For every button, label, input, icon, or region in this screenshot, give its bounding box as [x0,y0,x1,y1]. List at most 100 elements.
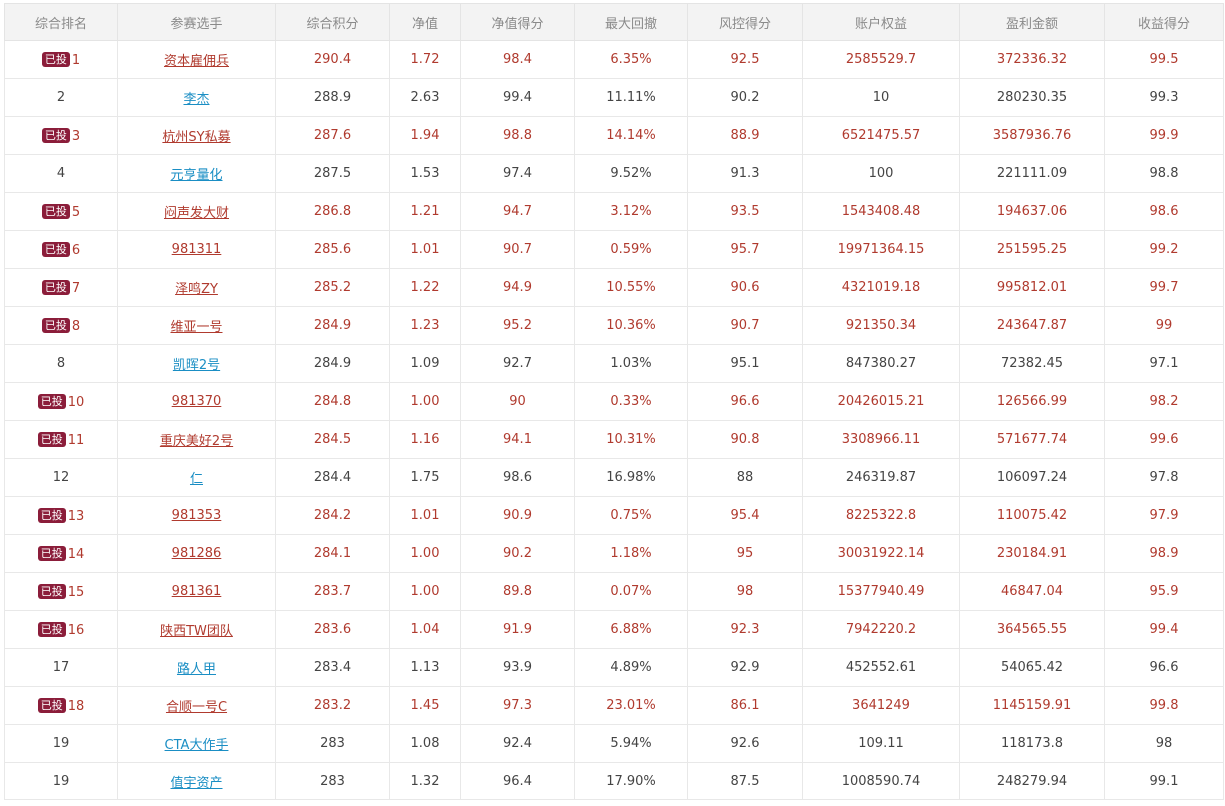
nav-score-cell: 91.9 [460,610,575,649]
player-name-link[interactable]: 重庆美好2号 [159,434,234,449]
risk-score-cell: 92.5 [687,40,803,79]
rank-number: 11 [67,432,85,448]
nav-score-cell: 99.4 [460,78,575,117]
player-name-link[interactable]: 资本雇佣兵 [163,54,229,69]
player-name-link[interactable]: 泽鸣ZY [175,282,218,297]
table-row: 19 值宇资产 283 1.32 96.4 17.90% 87.5 1008590.74 248… [4,762,1224,800]
table-row: 19 CTA大作手 283 1.08 92.4 5.94% 92.6 109.11 118173… [4,724,1224,763]
rank-cell: 17 [4,648,118,687]
nav-cell: 1.72 [389,40,461,79]
equity-cell: 8225322.8 [802,496,960,535]
max-drawdown-cell: 10.31% [574,420,688,459]
player-cell: 泽鸣ZY [117,268,276,307]
player-name-link[interactable]: 路人甲 [176,662,216,677]
equity-cell: 2585529.7 [802,40,960,79]
player-name-link[interactable]: 合顺一号C [165,700,228,715]
player-cell: 重庆美好2号 [117,420,276,459]
rank-cell: 已投 11 [4,420,118,459]
return-score-cell: 99.7 [1104,268,1224,307]
player-cell: 合顺一号C [117,686,276,725]
table-row: 已投 10 981370 284.8 1.00 90 0.33% 96.6 20426015.2… [4,382,1224,421]
profit-cell: 106097.24 [959,458,1105,497]
rank-cell: 2 [4,78,118,117]
player-name-link[interactable]: 凯晖2号 [172,358,221,373]
total-score-cell: 288.9 [275,78,390,117]
max-drawdown-cell: 0.59% [574,230,688,269]
player-name-link[interactable]: 981353 [171,508,222,523]
risk-score-cell: 92.3 [687,610,803,649]
return-score-cell: 95.9 [1104,572,1224,611]
total-score-cell: 287.5 [275,154,390,193]
nav-score-cell: 97.4 [460,154,575,193]
return-score-cell: 98.6 [1104,192,1224,231]
profit-cell: 1145159.91 [959,686,1105,725]
player-name-link[interactable]: 981370 [171,394,222,409]
risk-score-cell: 90.7 [687,306,803,345]
invested-badge: 已投 [41,51,70,67]
nav-cell: 1.94 [389,116,461,155]
profit-cell: 194637.06 [959,192,1105,231]
player-name-link[interactable]: 仁 [189,472,203,487]
rank-cell: 19 [4,762,118,800]
table-row: 已投 3 杭州SY私募 287.6 1.94 98.8 14.14% 88.9 6521475.… [4,116,1224,155]
profit-cell: 110075.42 [959,496,1105,535]
player-name-link[interactable]: 981286 [171,546,222,561]
total-score-cell: 290.4 [275,40,390,79]
max-drawdown-cell: 1.03% [574,344,688,383]
max-drawdown-cell: 14.14% [574,116,688,155]
rank-number: 19 [52,736,70,751]
nav-score-cell: 92.4 [460,724,575,763]
nav-cell: 1.01 [389,230,461,269]
rank-cell: 已投 7 [4,268,118,307]
nav-score-cell: 98.4 [460,40,575,79]
return-score-cell: 98.9 [1104,534,1224,573]
nav-cell: 1.45 [389,686,461,725]
invested-badge: 已投 [37,507,66,523]
rank-cell: 已投 14 [4,534,118,573]
table-row: 12 仁 284.4 1.75 98.6 16.98% 88 246319.87 106097.… [4,458,1224,497]
risk-score-cell: 96.6 [687,382,803,421]
max-drawdown-cell: 0.07% [574,572,688,611]
rank-cell: 已投 13 [4,496,118,535]
player-name-link[interactable]: 981361 [171,584,222,599]
return-score-cell: 99.3 [1104,78,1224,117]
total-score-cell: 284.9 [275,306,390,345]
max-drawdown-cell: 5.94% [574,724,688,763]
risk-score-cell: 95.1 [687,344,803,383]
equity-cell: 100 [802,154,960,193]
total-score-cell: 287.6 [275,116,390,155]
equity-cell: 109.11 [802,724,960,763]
player-name-link[interactable]: 元亨量化 [170,168,223,183]
nav-cell: 1.23 [389,306,461,345]
total-score-cell: 285.6 [275,230,390,269]
invested-badge: 已投 [41,279,70,295]
player-cell: 路人甲 [117,648,276,687]
return-score-cell: 99 [1104,306,1224,345]
player-name-link[interactable]: 维亚一号 [170,320,223,335]
player-name-link[interactable]: 981311 [171,242,222,257]
rank-cell: 8 [4,344,118,383]
profit-cell: 54065.42 [959,648,1105,687]
player-name-link[interactable]: 杭州SY私募 [162,130,231,145]
nav-score-cell: 90 [460,382,575,421]
player-name-link[interactable]: 值宇资产 [170,775,223,791]
rank-number: 8 [56,356,66,371]
return-score-cell: 99.5 [1104,40,1224,79]
nav-score-cell: 92.7 [460,344,575,383]
player-cell: 仁 [117,458,276,497]
nav-cell: 1.00 [389,382,461,421]
return-score-cell: 99.2 [1104,230,1224,269]
max-drawdown-cell: 0.75% [574,496,688,535]
header-nav: 净值 [389,3,461,41]
max-drawdown-cell: 6.35% [574,40,688,79]
max-drawdown-cell: 3.12% [574,192,688,231]
player-name-link[interactable]: 闷声发大财 [163,206,229,221]
player-name-link[interactable]: 李杰 [183,92,210,107]
player-cell: 值宇资产 [117,762,276,800]
header-rank: 综合排名 [4,3,118,41]
total-score-cell: 283.2 [275,686,390,725]
player-name-link[interactable]: CTA大作手 [164,738,229,753]
return-score-cell: 98.8 [1104,154,1224,193]
risk-score-cell: 95.4 [687,496,803,535]
player-name-link[interactable]: 陕西TW团队 [160,624,233,639]
